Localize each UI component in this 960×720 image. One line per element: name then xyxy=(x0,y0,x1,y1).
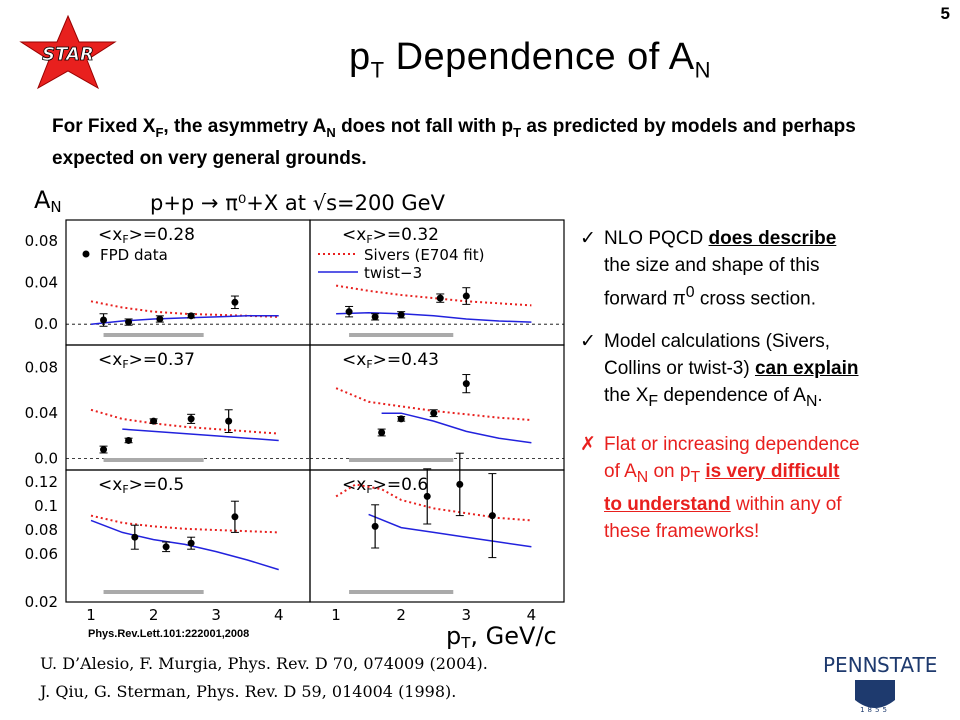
reference-item: U. D’Alesio, F. Murgia, Phys. Rev. D 70,… xyxy=(40,654,488,673)
bullet-item-models: ✓ Model calculations (Sivers, Collins or … xyxy=(580,328,950,415)
panel-label: <xF>=0.5 xyxy=(98,475,184,496)
cross-icon: ✗ xyxy=(580,434,596,456)
systematic-band xyxy=(349,458,454,462)
systematic-band xyxy=(349,590,454,594)
legend-twist3-label: twist−3 xyxy=(364,264,422,282)
sivers-curve xyxy=(90,408,279,435)
systematic-band xyxy=(103,458,204,462)
x-tick-label: 3 xyxy=(211,606,221,624)
legend-sivers-label: Sivers (E704 fit) xyxy=(364,246,484,264)
x-tick-label: 2 xyxy=(396,606,406,624)
intro-statement: For Fixed XF, the asymmetry AN does not … xyxy=(52,116,856,169)
an-vs-pt-figure: AN p+p → π⁰+X at √s=200 GeV <xF>=0.28 <xF… xyxy=(25,186,565,652)
x-tick-label: 1 xyxy=(86,606,96,624)
y-tick-label: 0.08 xyxy=(25,359,58,377)
pennstate-penn: PENN xyxy=(823,653,878,677)
data-point xyxy=(397,415,405,423)
y-tick-label: 0.02 xyxy=(25,593,58,611)
x-axis-label: pT, GeV/c xyxy=(446,622,557,652)
data-point xyxy=(456,480,464,488)
data-point xyxy=(131,533,139,541)
check-icon: ✓ xyxy=(580,228,596,249)
data-point xyxy=(225,417,233,425)
sivers-curve xyxy=(90,514,279,534)
bullet-list: ✓ NLO PQCD does describe the size and sha… xyxy=(580,225,950,561)
data-point xyxy=(371,313,379,321)
data-point xyxy=(436,294,444,302)
twist3-curve xyxy=(336,311,532,323)
y-tick-label: 0.04 xyxy=(25,404,58,422)
systematic-band xyxy=(349,333,454,337)
y-tick-label: 0.08 xyxy=(25,521,58,539)
x-tick-label: 4 xyxy=(527,606,537,624)
twist3-curve xyxy=(368,513,532,548)
data-point xyxy=(100,316,108,324)
y-tick-label: 0.1 xyxy=(34,497,58,515)
twist3-curve xyxy=(90,315,279,325)
slide-number: 5 xyxy=(940,4,950,23)
y-tick-label: 0.0 xyxy=(34,450,58,468)
y-axis-label: AN xyxy=(34,186,62,216)
x-tick-label: 1 xyxy=(331,606,341,624)
panel-frame xyxy=(309,469,565,603)
twist3-curve xyxy=(122,428,279,442)
process-label: p+p → π⁰+X at √s=200 GeV xyxy=(150,191,446,215)
bullet-item-flat: ✗ Flat or increasing dependence of AN on … xyxy=(580,431,950,545)
twist3-curve xyxy=(90,519,279,571)
panel-label: <xF>=0.28 xyxy=(98,225,195,246)
panel-label: <xF>=0.32 xyxy=(342,225,439,246)
panel-label: <xF>=0.37 xyxy=(98,350,195,371)
data-point xyxy=(187,312,195,320)
y-tick-label: 0.0 xyxy=(34,315,58,333)
x-tick-label: 3 xyxy=(462,606,472,624)
x-tick-label: 4 xyxy=(274,606,284,624)
sivers-curve xyxy=(335,284,532,307)
data-point xyxy=(488,512,496,520)
citation: Phys.Rev.Lett.101:222001,2008 xyxy=(88,628,250,640)
page-title: pT Dependence of AN xyxy=(348,36,712,83)
data-point xyxy=(397,311,405,319)
data-point xyxy=(462,380,470,388)
sivers-curve xyxy=(90,300,279,318)
panel-label: <xF>=0.43 xyxy=(342,350,439,371)
x-tick-label: 2 xyxy=(149,606,159,624)
pennstate-year: 1855 xyxy=(860,706,890,714)
star-logo: STAR xyxy=(19,14,117,90)
data-point xyxy=(156,315,164,323)
star-logo-text: STAR xyxy=(42,44,94,65)
data-point xyxy=(187,539,195,547)
references: U. D’Alesio, F. Murgia, Phys. Rev. D 70,… xyxy=(40,650,488,706)
legend-data-marker xyxy=(82,250,90,258)
pennstate-state: STATE xyxy=(877,653,937,677)
data-point xyxy=(125,436,133,444)
y-tick-label: 0.06 xyxy=(25,545,58,563)
check-icon: ✓ xyxy=(580,331,596,353)
data-point xyxy=(125,318,133,326)
data-point xyxy=(231,298,239,306)
y-tick-label: 0.08 xyxy=(25,232,58,250)
data-point xyxy=(100,446,108,454)
data-point xyxy=(378,429,386,436)
data-point xyxy=(187,415,195,423)
data-point xyxy=(150,417,158,425)
bullet-item-nlo: ✓ NLO PQCD does describe the size and sha… xyxy=(580,225,950,312)
data-point xyxy=(462,292,470,300)
data-point xyxy=(371,522,379,530)
data-point xyxy=(231,513,239,521)
shield-icon xyxy=(855,680,895,708)
systematic-band xyxy=(103,333,204,337)
legend-data-label: FPD data xyxy=(100,246,168,264)
data-point xyxy=(430,409,438,417)
y-tick-label: 0.04 xyxy=(25,274,58,292)
reference-item: J. Qiu, G. Sterman, Phys. Rev. D 59, 014… xyxy=(40,682,457,701)
pennstate-logo: PENN STATE 1855 xyxy=(823,653,937,714)
data-point xyxy=(345,308,353,316)
twist3-curve xyxy=(381,412,532,444)
y-tick-label: 0.12 xyxy=(25,473,58,491)
data-point xyxy=(423,492,431,500)
data-point xyxy=(162,543,170,551)
systematic-band xyxy=(103,590,204,594)
